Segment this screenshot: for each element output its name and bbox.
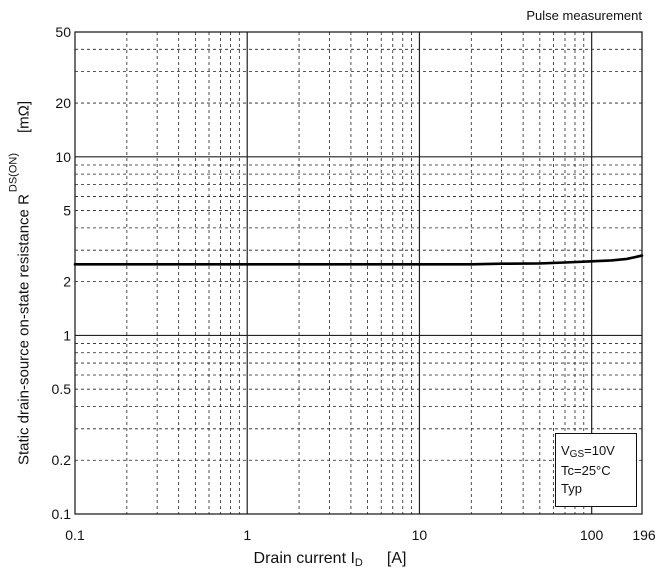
y-tick-label: 2	[63, 274, 71, 290]
grid-minor	[75, 32, 642, 514]
x-axis-label-sub: D	[354, 557, 363, 569]
series-line-rdson	[73, 254, 644, 266]
y-tick-label: 20	[55, 95, 71, 111]
legend-line-typ: Typ	[561, 481, 582, 496]
y-tick-label: 0.1	[52, 506, 72, 522]
y-tick-label: 10	[55, 149, 71, 165]
y-axis-label-main: Static drain-source on-state resistance …	[15, 194, 33, 466]
y-tick-label: 5	[63, 203, 71, 219]
y-tick-label: 1	[63, 327, 71, 343]
x-tick-label: 0.1	[65, 527, 85, 543]
x-axis-label-main: Drain current I	[253, 550, 355, 567]
plot-frame	[74, 31, 643, 515]
y-axis-label-sub: DS(ON)	[7, 152, 20, 193]
grid-major	[75, 32, 642, 514]
x-axis-label: Drain current ID [A]	[0, 550, 660, 569]
legend: VGS=10V Tc=25°C Typ	[555, 433, 637, 507]
legend-line-tc: Tc=25°C	[561, 463, 611, 478]
y-tick-label: 0.5	[52, 381, 72, 397]
x-tick-labels: 0.1 1 10 100 196	[65, 527, 656, 543]
series-layer	[73, 254, 644, 266]
pulse-measurement-note: Pulse measurement	[526, 8, 642, 23]
x-axis-label-unit: [A]	[386, 550, 407, 567]
x-tick-label: 10	[412, 527, 428, 543]
y-tick-label: 0.2	[52, 452, 72, 468]
x-tick-label: 1	[243, 527, 251, 543]
y-tick-label: 50	[55, 24, 71, 40]
legend-line-vgs: VGS=10V	[561, 443, 615, 460]
y-tick-labels: 0.1 0.2 0.5 1 2 5 10 20 50	[52, 24, 72, 522]
x-tick-label: 100	[580, 527, 604, 543]
x-tick-label: 196	[632, 527, 656, 543]
y-axis-label-unit: [mΩ]	[15, 100, 33, 133]
